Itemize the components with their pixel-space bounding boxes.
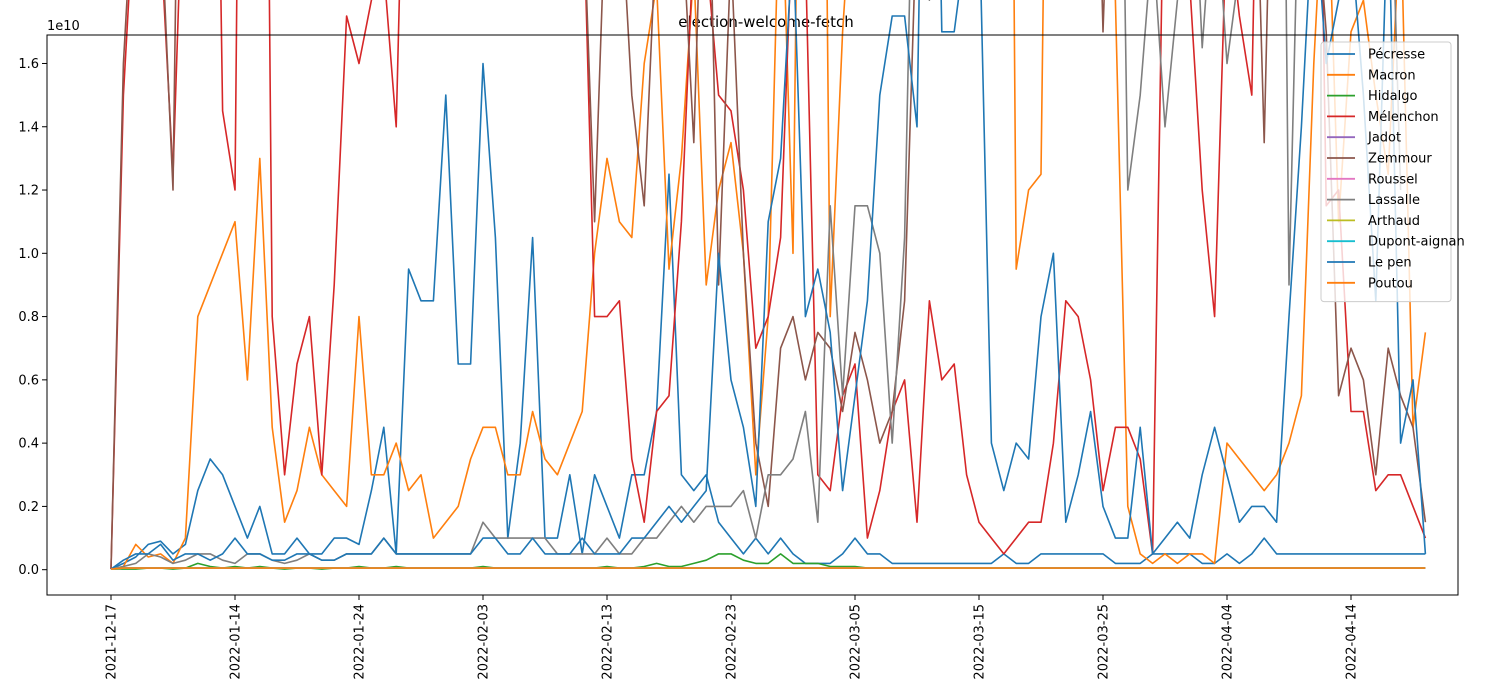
y-tick-label: 0.0 [18, 563, 39, 578]
series-line-p-cresse [110, 62, 1426, 570]
series-line-zemmour [110, 0, 1427, 570]
series-lines [110, 0, 1427, 570]
legend-label: Hidalgo [1368, 89, 1417, 104]
x-tick-label: 2021-12-17 [105, 604, 120, 680]
x-tick-label: 2022-03-15 [973, 604, 988, 680]
y-axis-multiplier: 1e10 [47, 19, 80, 34]
legend-entry: Hidalgo [1327, 89, 1417, 104]
legend-label: Roussel [1368, 172, 1418, 187]
x-tick-label: 2022-02-03 [477, 604, 492, 680]
legend-label: Arthaud [1368, 214, 1420, 229]
x-tick-label: 2022-04-04 [1221, 604, 1236, 680]
legend-label: Lassalle [1368, 193, 1420, 208]
series-line-le-pen [110, 0, 1427, 570]
y-tick-label: 1.0 [18, 247, 39, 262]
y-tick-label: 0.6 [18, 373, 39, 388]
legend-label: Jadot [1367, 131, 1401, 146]
x-tick-label: 2022-04-14 [1345, 604, 1360, 680]
y-axis: 0.0 0.2 0.4 0.6 0.8 1.0 1.2 1.4 1.6 [18, 57, 47, 578]
legend-entry: Mélenchon [1327, 110, 1439, 125]
legend-label: Mélenchon [1368, 110, 1439, 125]
x-axis: 2021-12-17 2022-01-14 2022-01-24 2022-02-03… [105, 595, 1360, 680]
axes-frame [46, 34, 1459, 596]
chart-title: election-welcome-fetch [678, 13, 854, 31]
legend-entry: Arthaud [1327, 214, 1420, 229]
y-tick-label: 1.2 [18, 184, 39, 199]
y-tick-label: 1.6 [18, 57, 39, 72]
legend-label: Macron [1368, 68, 1416, 83]
x-tick-label: 2022-02-23 [725, 604, 740, 680]
x-tick-label: 2022-02-13 [601, 604, 616, 680]
x-tick-label: 2022-01-24 [353, 604, 368, 680]
legend-entry: Pécresse [1327, 48, 1425, 63]
x-tick-label: 2022-01-14 [229, 604, 244, 680]
legend-label: Pécresse [1368, 48, 1425, 63]
legend-entry: Macron [1327, 68, 1416, 83]
legend-entry: Poutou [1327, 276, 1413, 291]
legend-entry: Dupont-aignan [1327, 235, 1465, 250]
plot-area [46, 0, 1459, 596]
legend-entry: Jadot [1327, 131, 1401, 146]
y-tick-label: 0.8 [18, 310, 39, 325]
y-tick-label: 1.4 [18, 120, 39, 135]
y-tick-label: 0.2 [18, 500, 39, 515]
legend-label: Zemmour [1368, 152, 1432, 167]
legend-entry: Roussel [1327, 172, 1418, 187]
legend-label: Poutou [1368, 276, 1413, 291]
x-tick-label: 2022-03-25 [1097, 604, 1112, 680]
x-tick-label: 2022-03-05 [849, 604, 864, 680]
series-line-poutou [110, 567, 1426, 570]
y-tick-label: 0.4 [18, 437, 39, 452]
legend-entry: Lassalle [1327, 193, 1420, 208]
legend-entry: Le pen [1327, 256, 1412, 271]
legend-box [1320, 41, 1452, 303]
legend: Pécresse Macron Hidalgo Mélenchon Jadot Zemmo… [1320, 41, 1465, 303]
legend-label: Le pen [1368, 256, 1412, 271]
legend-label: Dupont-aignan [1368, 235, 1465, 250]
legend-entry: Zemmour [1327, 152, 1432, 167]
series-line-m-lenchon [110, 0, 1427, 570]
